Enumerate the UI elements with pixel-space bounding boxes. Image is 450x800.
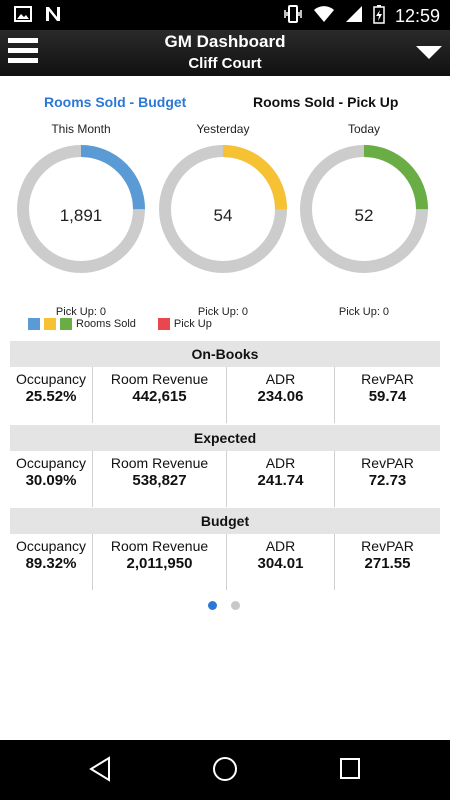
- metric-occupancy: Occupancy 89.32%: [10, 534, 92, 590]
- metric-adr: ADR 241.74: [226, 451, 334, 507]
- metric-revpar: RevPAR 271.55: [334, 534, 440, 590]
- page-indicator: [208, 601, 240, 610]
- metric-revpar: RevPAR 72.73: [334, 451, 440, 507]
- metric-room-revenue: Room Revenue 442,615: [92, 367, 226, 423]
- metric-adr: ADR 304.01: [226, 534, 334, 590]
- hamburger-menu-icon[interactable]: [8, 38, 38, 68]
- status-time: 12:59: [394, 6, 440, 26]
- metric-label: Occupancy: [15, 455, 87, 471]
- gauge-yesterday: Yesterday 54 Pick Up: 0: [156, 122, 290, 318]
- dropdown-arrow-icon[interactable]: [416, 46, 442, 59]
- legend-swatch-green: [60, 318, 72, 330]
- legend-swatch-red: [157, 318, 170, 330]
- legend-swatch-yellow: [44, 318, 56, 330]
- metric-value: 538,827: [132, 472, 187, 489]
- image-icon: [14, 6, 32, 27]
- wifi-icon: [313, 4, 335, 29]
- section-header: Expected: [10, 425, 440, 451]
- metrics-row: Occupancy 30.09% Room Revenue 538,827 ADR 2…: [10, 451, 440, 507]
- metric-label: ADR: [265, 371, 296, 387]
- metric-value: 25.52%: [25, 388, 77, 405]
- metric-value: 30.09%: [25, 472, 77, 489]
- tab-rooms-sold-budget[interactable]: Rooms Sold - Budget: [44, 94, 187, 110]
- section-on-books: On-Books Occupancy 25.52% Room Revenue 442…: [10, 341, 440, 423]
- metric-adr: ADR 234.06: [226, 367, 334, 423]
- recent-apps-icon[interactable]: [339, 756, 361, 787]
- gauge-value: 52: [354, 206, 374, 225]
- donut-arc: [300, 145, 428, 273]
- metric-value: 72.73: [368, 472, 407, 489]
- donut-chart: [300, 145, 428, 273]
- section-header: On-Books: [10, 341, 440, 367]
- metric-occupancy: Occupancy 25.52%: [10, 367, 92, 423]
- gauge-pickup: Pick Up: 0: [197, 306, 249, 318]
- metric-label: RevPAR: [361, 538, 414, 554]
- metric-label: Room Revenue: [110, 455, 209, 471]
- metric-value: 59.74: [368, 388, 407, 405]
- home-icon[interactable]: [212, 756, 238, 787]
- metric-value: 89.32%: [25, 555, 77, 572]
- donut-chart: [159, 145, 287, 273]
- metric-value: 442,615: [132, 388, 187, 405]
- metric-value: 241.74: [257, 472, 304, 489]
- chart-legend: Rooms Sold Pick Up: [28, 318, 212, 330]
- property-selector[interactable]: Cliff Court: [188, 55, 262, 72]
- donut-arc: [159, 145, 287, 273]
- gauge-this-month: This Month 1,891 Pick Up: 0: [14, 122, 148, 318]
- signal-icon: [345, 4, 363, 29]
- tab-rooms-sold-pick-up[interactable]: Rooms Sold - Pick Up: [253, 94, 399, 110]
- metric-label: ADR: [265, 455, 296, 471]
- metric-label: RevPAR: [361, 371, 414, 387]
- page-dot-active[interactable]: [208, 601, 217, 610]
- metric-value: 304.01: [257, 555, 304, 572]
- metrics-row: Occupancy 25.52% Room Revenue 442,615 ADR 2…: [10, 367, 440, 423]
- gauge-label: This Month: [51, 122, 111, 136]
- metric-value: 234.06: [257, 388, 304, 405]
- gauge-pickup: Pick Up: 0: [338, 306, 390, 318]
- gauge-label: Yesterday: [196, 122, 250, 136]
- status-bar: 12:59: [0, 0, 450, 30]
- metric-label: ADR: [265, 538, 296, 554]
- vibrate-icon: [283, 4, 303, 29]
- metric-label: Room Revenue: [110, 538, 209, 554]
- metric-label: Occupancy: [15, 538, 87, 554]
- legend-swatch-blue: [28, 318, 40, 330]
- legend-pick-up-label: Pick Up: [173, 318, 212, 330]
- donut-arc: [17, 145, 145, 273]
- metric-room-revenue: Room Revenue 2,011,950: [92, 534, 226, 590]
- back-icon[interactable]: [88, 756, 112, 787]
- metrics-row: Occupancy 89.32% Room Revenue 2,011,950 AD…: [10, 534, 440, 590]
- metric-room-revenue: Room Revenue 538,827: [92, 451, 226, 507]
- header-title: GM Dashboard: [164, 32, 286, 51]
- section-expected: Expected Occupancy 30.09% Room Revenue 538…: [10, 425, 440, 507]
- metric-revpar: RevPAR 59.74: [334, 367, 440, 423]
- metric-label: Occupancy: [15, 371, 87, 387]
- tab-bar: Rooms Sold - Budget Rooms Sold - Pick Up: [0, 94, 450, 114]
- battery-charging-icon: [373, 4, 385, 29]
- gauge-pickup: Pick Up: 0: [55, 306, 107, 318]
- legend-rooms-sold-label: Rooms Sold: [76, 318, 136, 330]
- metric-value: 271.55: [364, 555, 411, 572]
- gauge-value: 1,891: [59, 206, 103, 225]
- metric-label: Room Revenue: [110, 371, 209, 387]
- donut-chart: [17, 145, 145, 273]
- metric-occupancy: Occupancy 30.09%: [10, 451, 92, 507]
- metric-value: 2,011,950: [126, 555, 193, 572]
- gauge-label: Today: [347, 122, 381, 136]
- gauge-today: Today 52 Pick Up: 0: [297, 122, 431, 318]
- page-dot[interactable]: [231, 601, 240, 610]
- section-header: Budget: [10, 508, 440, 534]
- section-budget: Budget Occupancy 89.32% Room Revenue 2,011…: [10, 508, 440, 590]
- gauge-value: 54: [213, 206, 233, 225]
- metric-label: RevPAR: [361, 455, 414, 471]
- n-app-icon: [44, 6, 62, 27]
- system-navigation-bar: [0, 740, 450, 800]
- app-header: GM Dashboard Cliff Court: [0, 30, 450, 76]
